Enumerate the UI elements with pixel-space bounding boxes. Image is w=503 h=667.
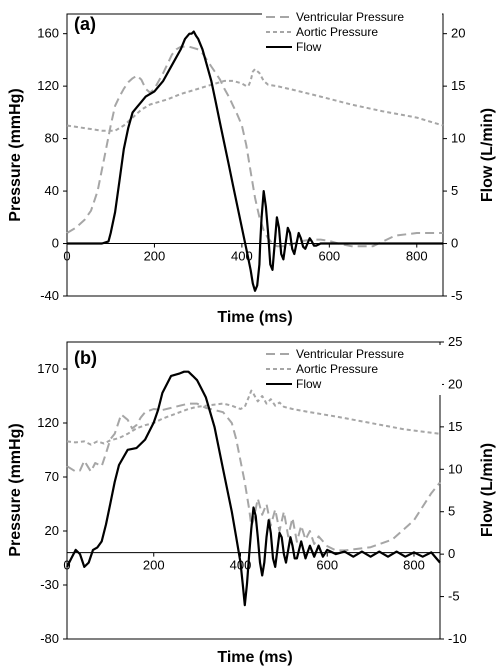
y-tick-label-a: 0: [52, 236, 59, 251]
series-line-b-flow: [66, 370, 441, 607]
plot-area-a: [66, 13, 444, 297]
x-tick-label-b: 200: [143, 558, 165, 573]
series-line-b-ventricular-pressure: [66, 402, 441, 552]
y2-tick-label-a: 0: [451, 236, 458, 251]
y2-tick-label-a: 15: [451, 78, 465, 93]
legend-box-a: [262, 8, 442, 58]
series-lines-b: [66, 370, 441, 607]
x-tick-label-a: 200: [144, 249, 166, 264]
y2-axis-title-a: Flow (L/min): [479, 108, 496, 202]
series-line-a-flow: [67, 30, 443, 292]
y2-axis-title-b: Flow (L/min): [479, 443, 496, 537]
y2-tick-label-b: 20: [448, 376, 462, 391]
y2-tick-label-b: 25: [448, 334, 462, 349]
series-line-a-ventricular-pressure: [66, 45, 443, 248]
y2-tick-label-b: 10: [448, 461, 462, 476]
legend-label-b: Aortic Pressure: [296, 362, 378, 376]
panel-label-a: (a): [74, 14, 96, 34]
y-tick-label-b: 120: [37, 415, 59, 430]
y-tick-label-a: 40: [45, 183, 59, 198]
y2-tick-label-b: 15: [448, 419, 462, 434]
x-axis-title-b: Time (ms): [217, 649, 292, 666]
series-line-b-aortic-pressure: [66, 389, 441, 446]
y-tick-label-a: 120: [37, 78, 59, 93]
axes-a: 0 200 400 600 800 -40 0 40 80 120 160 -5 0 5 10 15 20: [37, 26, 465, 303]
x-tick-label-b: 0: [63, 558, 70, 573]
y-tick-label-a: 80: [45, 131, 59, 146]
y-tick-label-b: 170: [37, 361, 59, 376]
legend-label-b: Flow: [296, 377, 322, 391]
legend-label-a: Ventricular Pressure: [296, 10, 404, 24]
y2-tick-label-a: 10: [451, 131, 465, 146]
x-tick-label-a: 800: [406, 249, 428, 264]
x-tick-label-b: 400: [230, 558, 252, 573]
y-tick-label-b: -30: [40, 577, 59, 592]
x-axis-title-a: Time (ms): [217, 309, 292, 326]
x-tick-label-b: 600: [316, 558, 338, 573]
y-tick-label-b: 20: [45, 523, 59, 538]
y2-tick-label-b: 5: [448, 504, 455, 519]
legend-label-a: Aortic Pressure: [296, 25, 378, 39]
y-axis-title-a: Pressure (mmHg): [7, 88, 24, 221]
y-tick-label-b: -80: [40, 631, 59, 646]
y2-tick-label-b: 0: [448, 546, 455, 561]
series-line-a-aortic-pressure: [66, 68, 444, 132]
legend-label-b: Ventricular Pressure: [296, 347, 404, 361]
y2-tick-label-b: -5: [448, 589, 460, 604]
legend-box-b: [262, 345, 442, 395]
series-lines-a: [66, 30, 444, 292]
legend-label-a: Flow: [296, 40, 322, 54]
x-tick-label-a: 0: [63, 249, 70, 264]
y2-tick-label-a: -5: [451, 288, 463, 303]
y2-tick-label-b: -10: [448, 631, 467, 646]
y-tick-label-a: -40: [40, 288, 59, 303]
panel-a: 0 200 400 600 800 -40 0 40 80 120 160 -5 0 5 10 15 20 (a…: [7, 8, 496, 326]
y-tick-label-b: 70: [45, 469, 59, 484]
y-axis-title-b: Pressure (mmHg): [7, 423, 24, 556]
x-tick-label-a: 600: [318, 249, 340, 264]
axes-b: 0 200 400 600 800 -80 -30 20 70 120 170 -10 -5 0 5 10 15…: [37, 334, 467, 646]
x-tick-label-a: 400: [231, 249, 253, 264]
x-tick-label-b: 800: [403, 558, 425, 573]
panel-label-b: (b): [74, 348, 97, 368]
y2-tick-label-a: 20: [451, 26, 465, 41]
y2-tick-label-a: 5: [451, 183, 458, 198]
panel-b: 0 200 400 600 800 -80 -30 20 70 120 170 -10 -5 0 5 10 15…: [7, 334, 496, 666]
y-tick-label-a: 160: [37, 26, 59, 41]
